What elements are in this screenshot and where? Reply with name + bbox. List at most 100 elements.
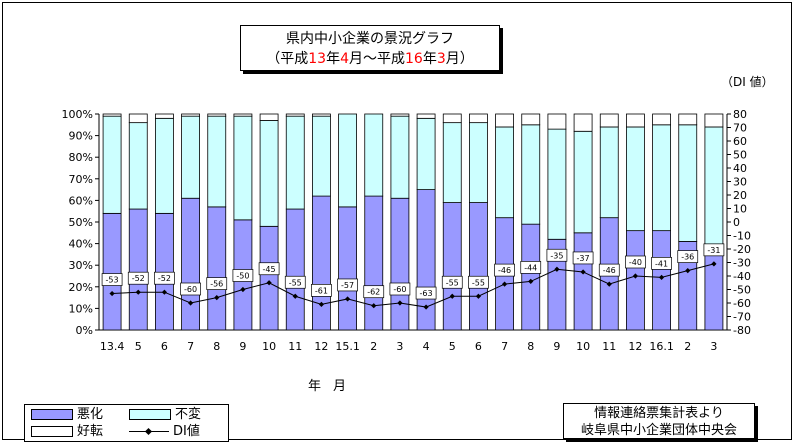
di-label-box: [337, 278, 358, 292]
bar-worse: [181, 197, 200, 331]
legend-label-worse: 悪化: [77, 407, 104, 422]
source-line1: 情報連絡票集計表より: [594, 406, 724, 421]
di-point: [109, 290, 115, 297]
di-data-label: -60: [184, 285, 197, 294]
di-label-box: [468, 275, 489, 289]
y-right-tick-label: -80: [733, 324, 751, 337]
bar-unchanged: [285, 115, 305, 210]
x-tick-label: 6: [475, 340, 482, 353]
bar-unchanged: [259, 120, 279, 227]
x-tick-label: 6: [161, 340, 168, 353]
y-left-tick-label: 0%: [76, 324, 93, 337]
di-label-box: [206, 277, 228, 290]
bar-worse: [338, 206, 357, 331]
di-data-label: -31: [707, 246, 720, 255]
di-label-box: [258, 262, 280, 276]
bar-worse: [312, 195, 331, 331]
subtitle-part: 月～平成: [349, 51, 405, 67]
di-data-label: -52: [132, 274, 145, 283]
di-label-box: [677, 250, 699, 263]
x-tick-label: 15.1: [335, 340, 360, 353]
di-point: [632, 273, 639, 279]
bar-worse: [207, 206, 227, 331]
di-point: [580, 269, 586, 275]
y-left-tick-label: 10%: [69, 302, 93, 315]
subtitle-part: 年: [326, 51, 341, 67]
legend-line-di: [129, 427, 169, 437]
di-point: [214, 295, 220, 301]
di-point: [292, 293, 298, 299]
bar-unchanged: [495, 126, 514, 219]
di-data-label: -41: [655, 259, 668, 268]
di-data-label: -56: [210, 280, 223, 289]
bar-better: [233, 113, 253, 117]
di-data-label: -52: [158, 274, 171, 283]
bar-unchanged: [704, 126, 724, 251]
bar-better: [390, 113, 410, 117]
y-right-tick-label: 70: [733, 122, 747, 135]
legend-label-unchanged: 不変: [175, 407, 202, 422]
chart-title: 県内中小企業の景況グラフ: [286, 31, 454, 47]
y-right-tick-label: -60: [733, 297, 751, 310]
di-label-box: [311, 284, 332, 297]
di-point: [240, 286, 246, 293]
y-left-tick-label: 70%: [69, 173, 93, 186]
di-point: [528, 278, 534, 284]
subtitle-year-end: 16: [405, 51, 423, 67]
x-tick-label: 13.4: [100, 340, 125, 353]
di-axis-unit-label: （DI 値）: [721, 75, 774, 89]
x-tick-label: 16.1: [649, 340, 674, 353]
di-data-label: -55: [289, 278, 302, 287]
subtitle-month-start: 4: [340, 51, 349, 67]
chart-title-box: 県内中小企業の景況グラフ （平成13年4月～平成16年3月）: [240, 25, 500, 71]
legend-swatch-better: [31, 426, 73, 437]
di-label-box: [598, 263, 620, 277]
bar-better: [181, 113, 200, 117]
bar-unchanged: [678, 124, 698, 242]
di-point: [371, 303, 377, 309]
di-label-box: [520, 261, 542, 274]
di-point: [266, 280, 272, 286]
bar-better: [128, 113, 148, 124]
di-point: [658, 274, 665, 280]
di-label-box: [546, 248, 568, 262]
di-data-label: -46: [603, 266, 616, 275]
bar-unchanged: [155, 117, 174, 214]
bar-better: [312, 113, 331, 117]
y-right-tick-label: -20: [733, 243, 751, 256]
bar-better: [469, 113, 488, 124]
bar-worse: [442, 202, 462, 331]
x-tick-label: 7: [501, 340, 508, 353]
y-right-tick-label: 10: [733, 203, 747, 216]
x-tick-label: 11: [602, 340, 616, 353]
x-axis-title: 年月: [308, 379, 359, 394]
bar-unchanged: [364, 113, 384, 197]
bar-better: [207, 113, 227, 117]
di-data-label: -40: [629, 258, 642, 267]
di-data-label: -44: [524, 263, 537, 272]
di-label-box: [651, 257, 672, 270]
di-line: [112, 263, 715, 308]
di-label-box: [625, 255, 646, 269]
subtitle-part: 月）: [445, 51, 474, 67]
di-label-box: [232, 269, 254, 282]
bar-worse: [285, 208, 305, 331]
subtitle-month-end: 3: [436, 51, 446, 67]
di-point: [344, 296, 351, 302]
bar-worse: [259, 225, 279, 331]
chart-subtitle: （平成13年4月～平成16年3月）: [241, 49, 499, 69]
y-left-tick-label: 40%: [69, 238, 93, 251]
di-label-box: [572, 251, 594, 265]
bar-worse: [626, 230, 645, 331]
bar-better: [102, 113, 122, 117]
di-point: [711, 261, 717, 267]
di-data-label: -35: [550, 251, 563, 260]
y-right-tick-label: 0: [733, 216, 740, 229]
bar-worse: [652, 230, 671, 331]
bar-unchanged: [102, 115, 122, 214]
bar-better: [259, 113, 279, 121]
bar-better: [652, 113, 671, 126]
y-right-tick-label: 60: [733, 135, 747, 148]
x-tick-label: 11: [288, 340, 302, 353]
di-data-label: -55: [446, 278, 459, 287]
